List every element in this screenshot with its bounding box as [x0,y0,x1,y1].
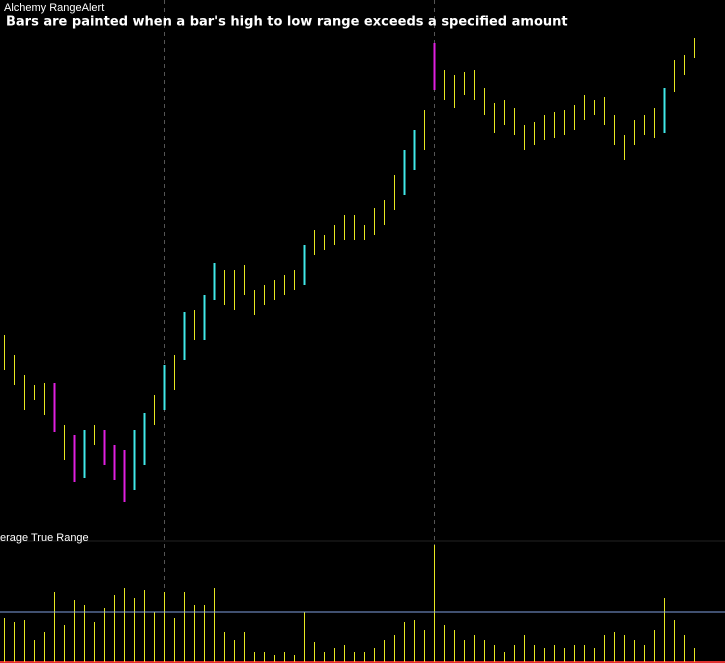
indicator-label: Alchemy RangeAlert [4,2,104,14]
atr-label: erage True Range [0,532,89,544]
chart-title: Bars are painted when a bar's high to lo… [6,15,568,30]
